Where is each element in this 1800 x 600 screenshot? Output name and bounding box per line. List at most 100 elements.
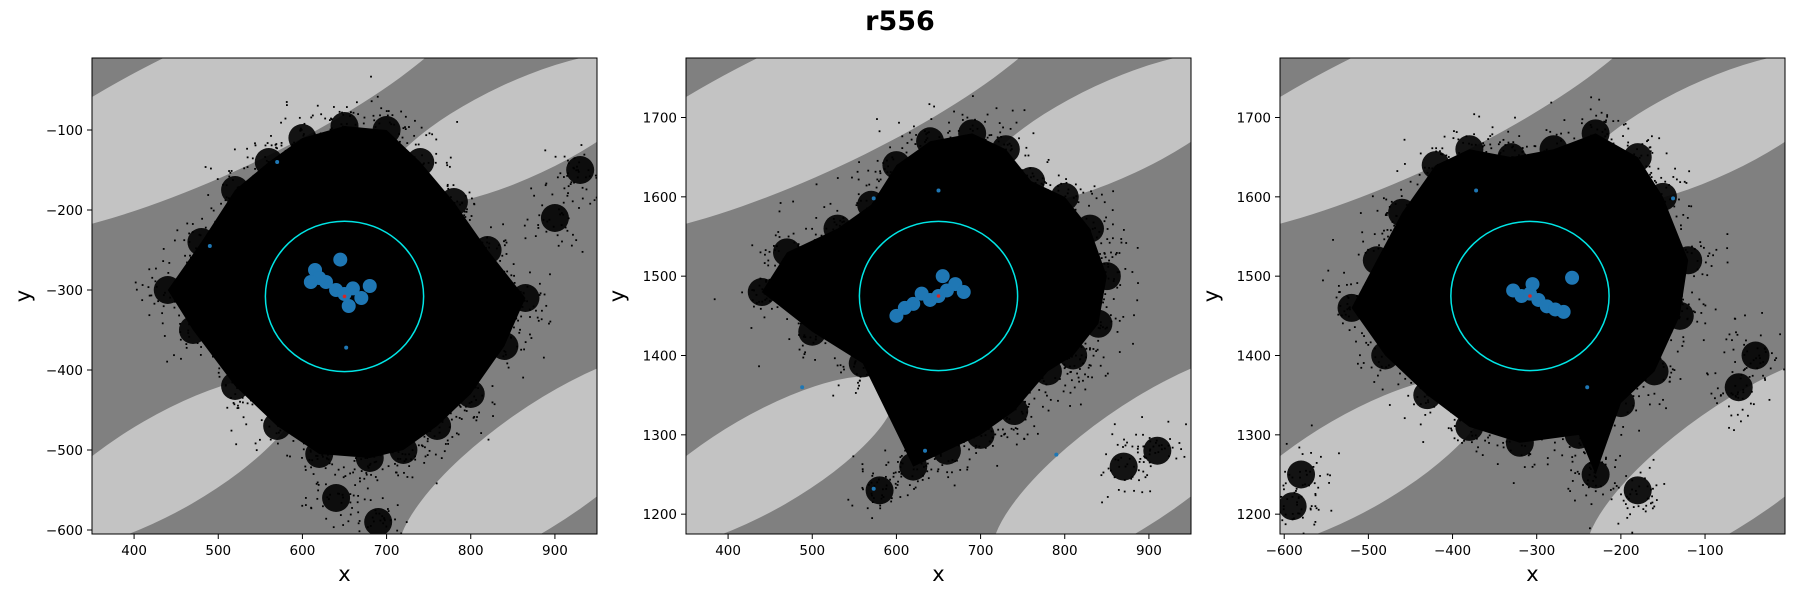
- y-tick-label: 1600: [1237, 190, 1271, 206]
- cloud-point: [871, 428, 939, 490]
- cloud-point: [1355, 317, 1426, 391]
- cloud-point: [1371, 188, 1434, 259]
- cloud-point: [342, 429, 400, 482]
- core-point: [1671, 196, 1676, 201]
- axes-frame: [685, 57, 1192, 535]
- x-tick-label: −300: [1518, 543, 1555, 559]
- panel-1: 400 500 600 700 800 900 −600 −500 −400 −300 −200 −1…: [11, 57, 598, 586]
- cloud-point: [394, 119, 459, 202]
- core-point: [1556, 304, 1571, 319]
- cloud-point: [1706, 361, 1766, 432]
- cloud-point: [1655, 224, 1729, 301]
- core-point: [936, 188, 941, 193]
- cloud-point: [847, 449, 909, 520]
- background-streak: [398, 350, 597, 534]
- cloud-point: [972, 388, 1050, 446]
- cloud-point: [230, 399, 318, 457]
- x-tick-label: 800: [458, 543, 484, 559]
- cloud-point: [1619, 338, 1684, 410]
- core-point: [303, 275, 318, 289]
- cloud-point: [1057, 286, 1135, 351]
- cloud-point: [342, 497, 408, 534]
- cloud-point: [246, 101, 348, 177]
- y-tick-label: 1700: [1237, 111, 1271, 127]
- cloud-point: [1613, 458, 1666, 534]
- cloud-point: [134, 248, 193, 325]
- y-tick-label: 1400: [1237, 349, 1271, 365]
- x-tick-label: −400: [1434, 543, 1471, 559]
- cloud-point: [301, 462, 369, 533]
- core-point: [344, 345, 349, 350]
- radius-circle: [1450, 220, 1610, 372]
- center-point: [342, 294, 347, 299]
- center-point: [1528, 294, 1532, 298]
- cloud-point: [420, 172, 476, 236]
- x-axis-label: x: [1526, 562, 1538, 586]
- cloud-point: [751, 202, 817, 291]
- y-tick-label: −100: [46, 123, 83, 139]
- x-tick-label: 400: [715, 543, 741, 559]
- plot-area: [686, 58, 1191, 534]
- background-streak: [1280, 58, 1660, 238]
- plot-area: [1280, 58, 1785, 534]
- cloud-point: [544, 144, 597, 202]
- cloud-point: [1478, 116, 1559, 196]
- cloud-point: [311, 100, 391, 164]
- x-tick-label: 800: [1052, 543, 1078, 559]
- y-tick-label: 1200: [1237, 507, 1271, 523]
- core-point: [341, 299, 356, 313]
- core-point: [1506, 283, 1521, 298]
- cloud-series: [1280, 96, 1785, 534]
- y-tick-label: −600: [46, 523, 83, 539]
- background-streak: [382, 58, 597, 207]
- y-axis-label: y: [1199, 290, 1223, 302]
- core-series: [1474, 188, 1676, 390]
- cloud-point: [212, 355, 270, 426]
- cloud-point: [1280, 487, 1333, 534]
- figure-title: r556: [865, 6, 935, 37]
- x-tick-label: 500: [205, 543, 231, 559]
- x-tick-label: 700: [374, 543, 400, 559]
- cloud-point: [1567, 446, 1621, 530]
- core-point: [207, 244, 212, 248]
- cloud-point: [1028, 174, 1115, 240]
- cloud-point: [1521, 101, 1609, 171]
- core-point: [923, 448, 928, 453]
- cloud-point: [1035, 321, 1121, 391]
- cloud-point: [917, 412, 981, 487]
- y-tick-label: 1300: [643, 428, 677, 444]
- cloud-point: [1009, 341, 1095, 407]
- y-tick-label: 1500: [643, 269, 677, 285]
- core-series: [800, 188, 1059, 491]
- panel-3: −600 −500 −400 −300 −200 −100 1200 1300 1400 1500…: [1199, 57, 1786, 586]
- core-point: [889, 308, 904, 323]
- y-axis-label: y: [605, 290, 629, 302]
- plot-area: [92, 58, 597, 534]
- cloud-point: [1601, 122, 1668, 193]
- core-series: [207, 160, 377, 350]
- background-streak: [1586, 350, 1785, 534]
- cloud-point: [927, 400, 1019, 471]
- core-point: [871, 486, 876, 491]
- panel-2: 400 500 600 700 800 900 1200 1300 1400 1500 1600 17…: [605, 57, 1192, 586]
- axes-frame: [1279, 57, 1786, 535]
- cloud-point: [468, 223, 515, 305]
- cloud-point: [168, 209, 238, 284]
- x-tick-label: 500: [799, 543, 825, 559]
- cloud-point: [1422, 392, 1511, 453]
- cloud-point: [1100, 423, 1151, 504]
- core-point: [800, 385, 805, 390]
- y-tick-label: −400: [46, 363, 83, 379]
- cloud-point: [163, 299, 233, 363]
- cloud-point: [832, 328, 910, 397]
- y-tick-label: 1500: [1237, 269, 1271, 285]
- core-point: [333, 252, 348, 267]
- background-streak: [92, 376, 302, 534]
- cloud-point: [713, 253, 806, 329]
- cloud-point: [1590, 353, 1664, 436]
- cloud-point: [340, 75, 417, 170]
- core-point: [1585, 385, 1590, 390]
- cloud-point: [369, 414, 443, 485]
- axes-frame: [91, 57, 598, 535]
